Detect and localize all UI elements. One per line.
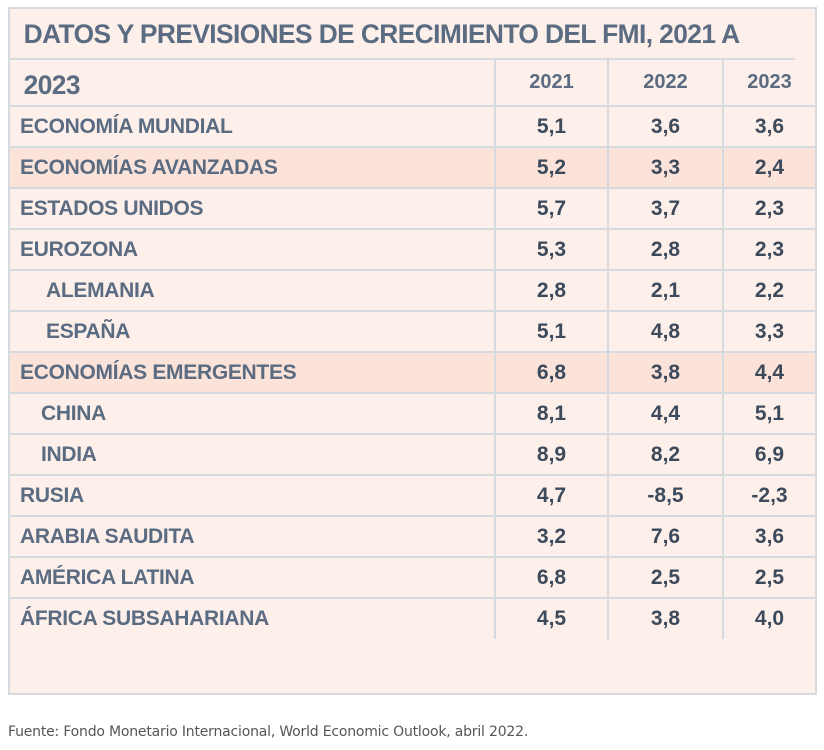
table-row: ESPAÑA 5,1 4,8 3,3 bbox=[10, 310, 815, 353]
growth-table-panel: DATOS Y PREVISIONES DE CRECIMIENTO DEL F… bbox=[8, 7, 817, 695]
table-row: ECONOMÍAS AVANZADAS 5,2 3,3 2,4 bbox=[10, 146, 815, 189]
cell-2023: 3,6 bbox=[722, 106, 815, 148]
column-header-2022: 2022 bbox=[607, 60, 724, 107]
table-row: RUSIA 4,7 -8,5 -2,3 bbox=[10, 474, 815, 517]
cell-2021: 3,2 bbox=[494, 515, 609, 558]
cell-2022: 4,8 bbox=[607, 310, 724, 353]
cell-2023: 2,5 bbox=[722, 556, 815, 599]
table-row: CHINA 8,1 4,4 5,1 bbox=[10, 392, 815, 435]
cell-2021: 5,7 bbox=[494, 187, 609, 230]
table-row: ÁFRICA SUBSAHARIANA 4,5 3,8 4,0 bbox=[10, 597, 815, 639]
row-label: ECONOMÍAS AVANZADAS bbox=[10, 146, 496, 189]
cell-2021: 5,2 bbox=[494, 146, 609, 189]
cell-2021: 8,9 bbox=[494, 433, 609, 476]
cell-2023: 6,9 bbox=[722, 433, 815, 476]
table-row: EUROZONA 5,3 2,8 2,3 bbox=[10, 228, 815, 271]
table-row: AMÉRICA LATINA 6,8 2,5 2,5 bbox=[10, 556, 815, 599]
table-row: ALEMANIA 2,8 2,1 2,2 bbox=[10, 269, 815, 312]
table-row: ECONOMÍA MUNDIAL 5,1 3,6 3,6 bbox=[10, 106, 815, 148]
source-note: Fuente: Fondo Monetario Internacional, W… bbox=[8, 724, 529, 740]
table-title: DATOS Y PREVISIONES DE CRECIMIENTO DEL F… bbox=[10, 9, 795, 100]
cell-2022: 8,2 bbox=[607, 433, 724, 476]
row-label: ECONOMÍA MUNDIAL bbox=[10, 106, 496, 148]
cell-2021: 6,8 bbox=[494, 351, 609, 394]
cell-2021: 5,3 bbox=[494, 228, 609, 271]
row-label: INDIA bbox=[10, 433, 496, 476]
cell-2023: 2,3 bbox=[722, 187, 815, 230]
cell-2023: 2,3 bbox=[722, 228, 815, 271]
cell-2022: -8,5 bbox=[607, 474, 724, 517]
table-row: INDIA 8,9 8,2 6,9 bbox=[10, 433, 815, 476]
cell-2022: 3,6 bbox=[607, 106, 724, 148]
row-label: ARABIA SAUDITA bbox=[10, 515, 496, 558]
cell-2022: 3,8 bbox=[607, 597, 724, 639]
row-label: CHINA bbox=[10, 392, 496, 435]
cell-2022: 2,1 bbox=[607, 269, 724, 312]
cell-2022: 2,8 bbox=[607, 228, 724, 271]
cell-2022: 7,6 bbox=[607, 515, 724, 558]
row-label: ALEMANIA bbox=[10, 269, 496, 312]
cell-2023: 3,3 bbox=[722, 310, 815, 353]
table-row: ARABIA SAUDITA 3,2 7,6 3,6 bbox=[10, 515, 815, 558]
cell-2021: 5,1 bbox=[494, 106, 609, 148]
cell-2023: 5,1 bbox=[722, 392, 815, 435]
cell-2021: 4,5 bbox=[494, 597, 609, 639]
cell-2022: 4,4 bbox=[607, 392, 724, 435]
cell-2021: 4,7 bbox=[494, 474, 609, 517]
row-label: ECONOMÍAS EMERGENTES bbox=[10, 351, 496, 394]
cell-2021: 6,8 bbox=[494, 556, 609, 599]
cell-2023: 2,2 bbox=[722, 269, 815, 312]
cell-2023: 4,0 bbox=[722, 597, 815, 639]
row-label: RUSIA bbox=[10, 474, 496, 517]
table-row: ESTADOS UNIDOS 5,7 3,7 2,3 bbox=[10, 187, 815, 230]
cell-2021: 2,8 bbox=[494, 269, 609, 312]
cell-2023: 3,6 bbox=[722, 515, 815, 558]
table-row: ECONOMÍAS EMERGENTES 6,8 3,8 4,4 bbox=[10, 351, 815, 394]
cell-2023: 4,4 bbox=[722, 351, 815, 394]
growth-table: 2021 2022 2023 ECONOMÍA MUNDIAL 5,1 3,6 … bbox=[10, 60, 815, 639]
cell-2021: 5,1 bbox=[494, 310, 609, 353]
cell-2022: 3,3 bbox=[607, 146, 724, 189]
row-label: ÁFRICA SUBSAHARIANA bbox=[10, 597, 496, 639]
row-label: AMÉRICA LATINA bbox=[10, 556, 496, 599]
column-header-2023: 2023 bbox=[722, 60, 815, 107]
column-header-country bbox=[10, 60, 496, 107]
column-header-2021: 2021 bbox=[494, 60, 609, 107]
cell-2023: 2,4 bbox=[722, 146, 815, 189]
cell-2022: 3,7 bbox=[607, 187, 724, 230]
cell-2022: 2,5 bbox=[607, 556, 724, 599]
row-label: ESPAÑA bbox=[10, 310, 496, 353]
row-label: EUROZONA bbox=[10, 228, 496, 271]
row-label: ESTADOS UNIDOS bbox=[10, 187, 496, 230]
header-row: 2021 2022 2023 bbox=[10, 60, 815, 107]
cell-2021: 8,1 bbox=[494, 392, 609, 435]
cell-2023: -2,3 bbox=[722, 474, 815, 517]
cell-2022: 3,8 bbox=[607, 351, 724, 394]
